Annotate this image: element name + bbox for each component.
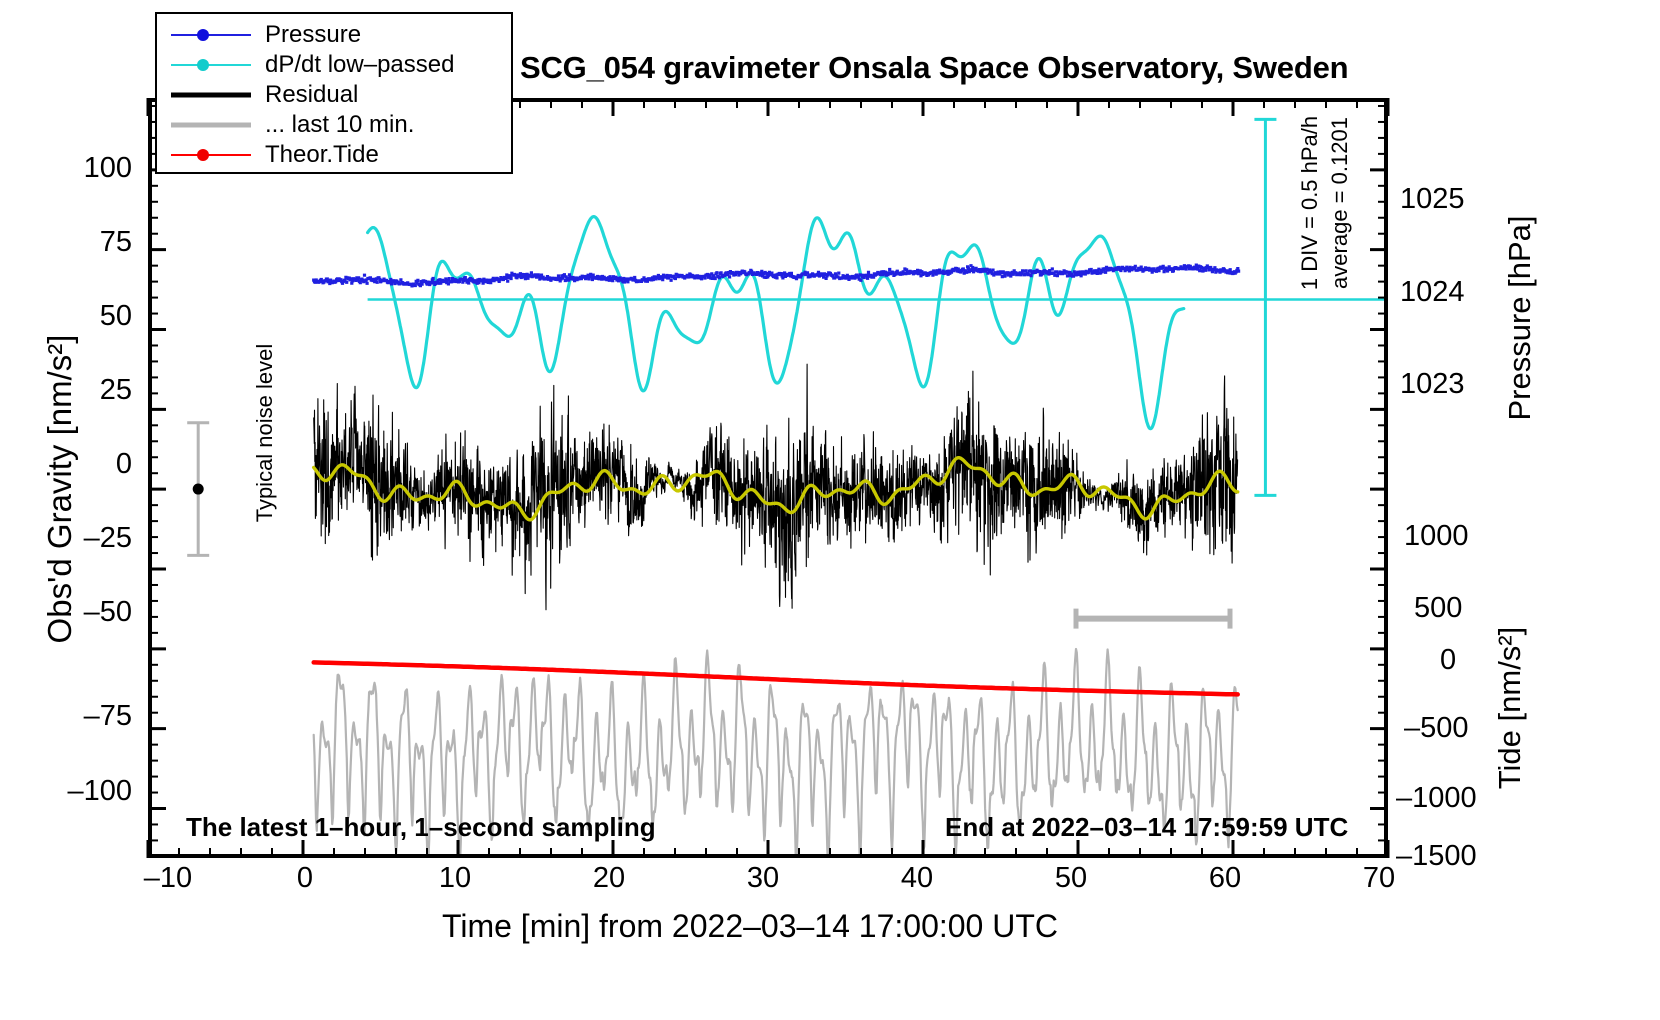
x-tick-40: 40	[900, 862, 934, 894]
y-axis-label-gravity: Obs'd Gravity [nm/s²]	[41, 334, 78, 644]
last-10-min-bar	[1073, 608, 1233, 629]
y-axis-label-tide: Tide [nm/s²]	[1492, 626, 1527, 790]
page-title: SCG_054 gravimeter Onsala Space Observat…	[520, 50, 1349, 85]
series-pressure	[312, 263, 1241, 288]
y-tick-50: 50	[99, 300, 132, 332]
legend-item-tide[interactable]: Theor.Tide	[157, 140, 511, 170]
x-tick-60: 60	[1208, 862, 1242, 894]
y-tick-25: 25	[99, 374, 132, 406]
y-tick-100: 100	[83, 152, 132, 184]
series-dpdt	[366, 215, 1186, 431]
legend-label-tide: Theor.Tide	[265, 141, 379, 168]
series-residual	[313, 363, 1239, 611]
series-last-10-min	[312, 647, 1239, 854]
y-tick-m25: –25	[83, 522, 132, 554]
y-tick-0: 0	[115, 448, 132, 480]
legend-item-last10[interactable]: ... last 10 min.	[157, 110, 511, 140]
x-tick-30: 30	[746, 862, 780, 894]
pressure-tick-1023: 1023	[1400, 368, 1465, 400]
div-scale-bar	[1254, 117, 1277, 497]
legend-swatch-last10	[157, 110, 265, 140]
tide-tick-1000: 1000	[1404, 520, 1469, 552]
plot-canvas	[187, 117, 1384, 854]
legend-item-pressure[interactable]: Pressure	[157, 20, 511, 50]
x-tick-70: 70	[1362, 862, 1396, 894]
x-tick-0: 0	[296, 862, 314, 894]
legend-label-dpdt: dP/dt low–passed	[265, 51, 455, 78]
x-tick-m10: –10	[143, 862, 193, 894]
pressure-tick-1025: 1025	[1400, 183, 1465, 215]
x-tick-10: 10	[438, 862, 472, 894]
legend-item-residual[interactable]: Residual	[157, 80, 511, 110]
tide-tick-m500: –500	[1404, 712, 1469, 744]
legend-swatch-residual	[157, 80, 265, 110]
y-tick-m100: –100	[67, 775, 132, 807]
series-theor-tide	[311, 660, 1240, 697]
tide-tick-500: 500	[1414, 592, 1463, 624]
x-axis-label: Time [min] from 2022–03–14 17:00:00 UTC	[441, 908, 1058, 944]
y-axis-label-pressure: Pressure [hPa]	[1502, 215, 1537, 421]
legend-swatch-tide	[157, 140, 265, 170]
tide-tick-0: 0	[1440, 644, 1457, 676]
noise-level-label: Typical noise level	[252, 343, 277, 523]
x-tick-50: 50	[1054, 862, 1088, 894]
plot-frame[interactable]	[148, 98, 1388, 858]
div-scale-label: 1 DIV = 0.5 hPa/h	[1297, 115, 1322, 291]
y-tick-m50: –50	[83, 596, 132, 628]
legend-label-residual: Residual	[265, 81, 359, 108]
y-tick-m75: –75	[83, 700, 132, 732]
legend-label-pressure: Pressure	[265, 21, 362, 48]
footer-left-note: The latest 1–hour, 1–second sampling	[186, 812, 656, 842]
legend-swatch-pressure	[157, 20, 265, 50]
pressure-tick-1024: 1024	[1400, 276, 1465, 308]
legend-swatch-dpdt	[157, 50, 265, 80]
legend-item-dpdt[interactable]: dP/dt low–passed	[157, 50, 511, 80]
tide-tick-m1000: –1000	[1396, 782, 1477, 814]
plot-area[interactable]	[152, 102, 1384, 854]
series-smoothed	[312, 456, 1240, 522]
y-tick-75: 75	[99, 226, 132, 258]
footer-right-note: End at 2022–03–14 17:59:59 UTC	[945, 812, 1349, 842]
tide-tick-m1500: –1500	[1396, 840, 1477, 872]
x-tick-20: 20	[592, 862, 626, 894]
legend-label-last10: ... last 10 min.	[265, 111, 415, 138]
noise-level-marker	[187, 421, 210, 557]
average-label: average = 0.1201	[1327, 117, 1352, 289]
chart-legend: Pressure dP/dt low–passed Residual ... l…	[155, 12, 513, 174]
